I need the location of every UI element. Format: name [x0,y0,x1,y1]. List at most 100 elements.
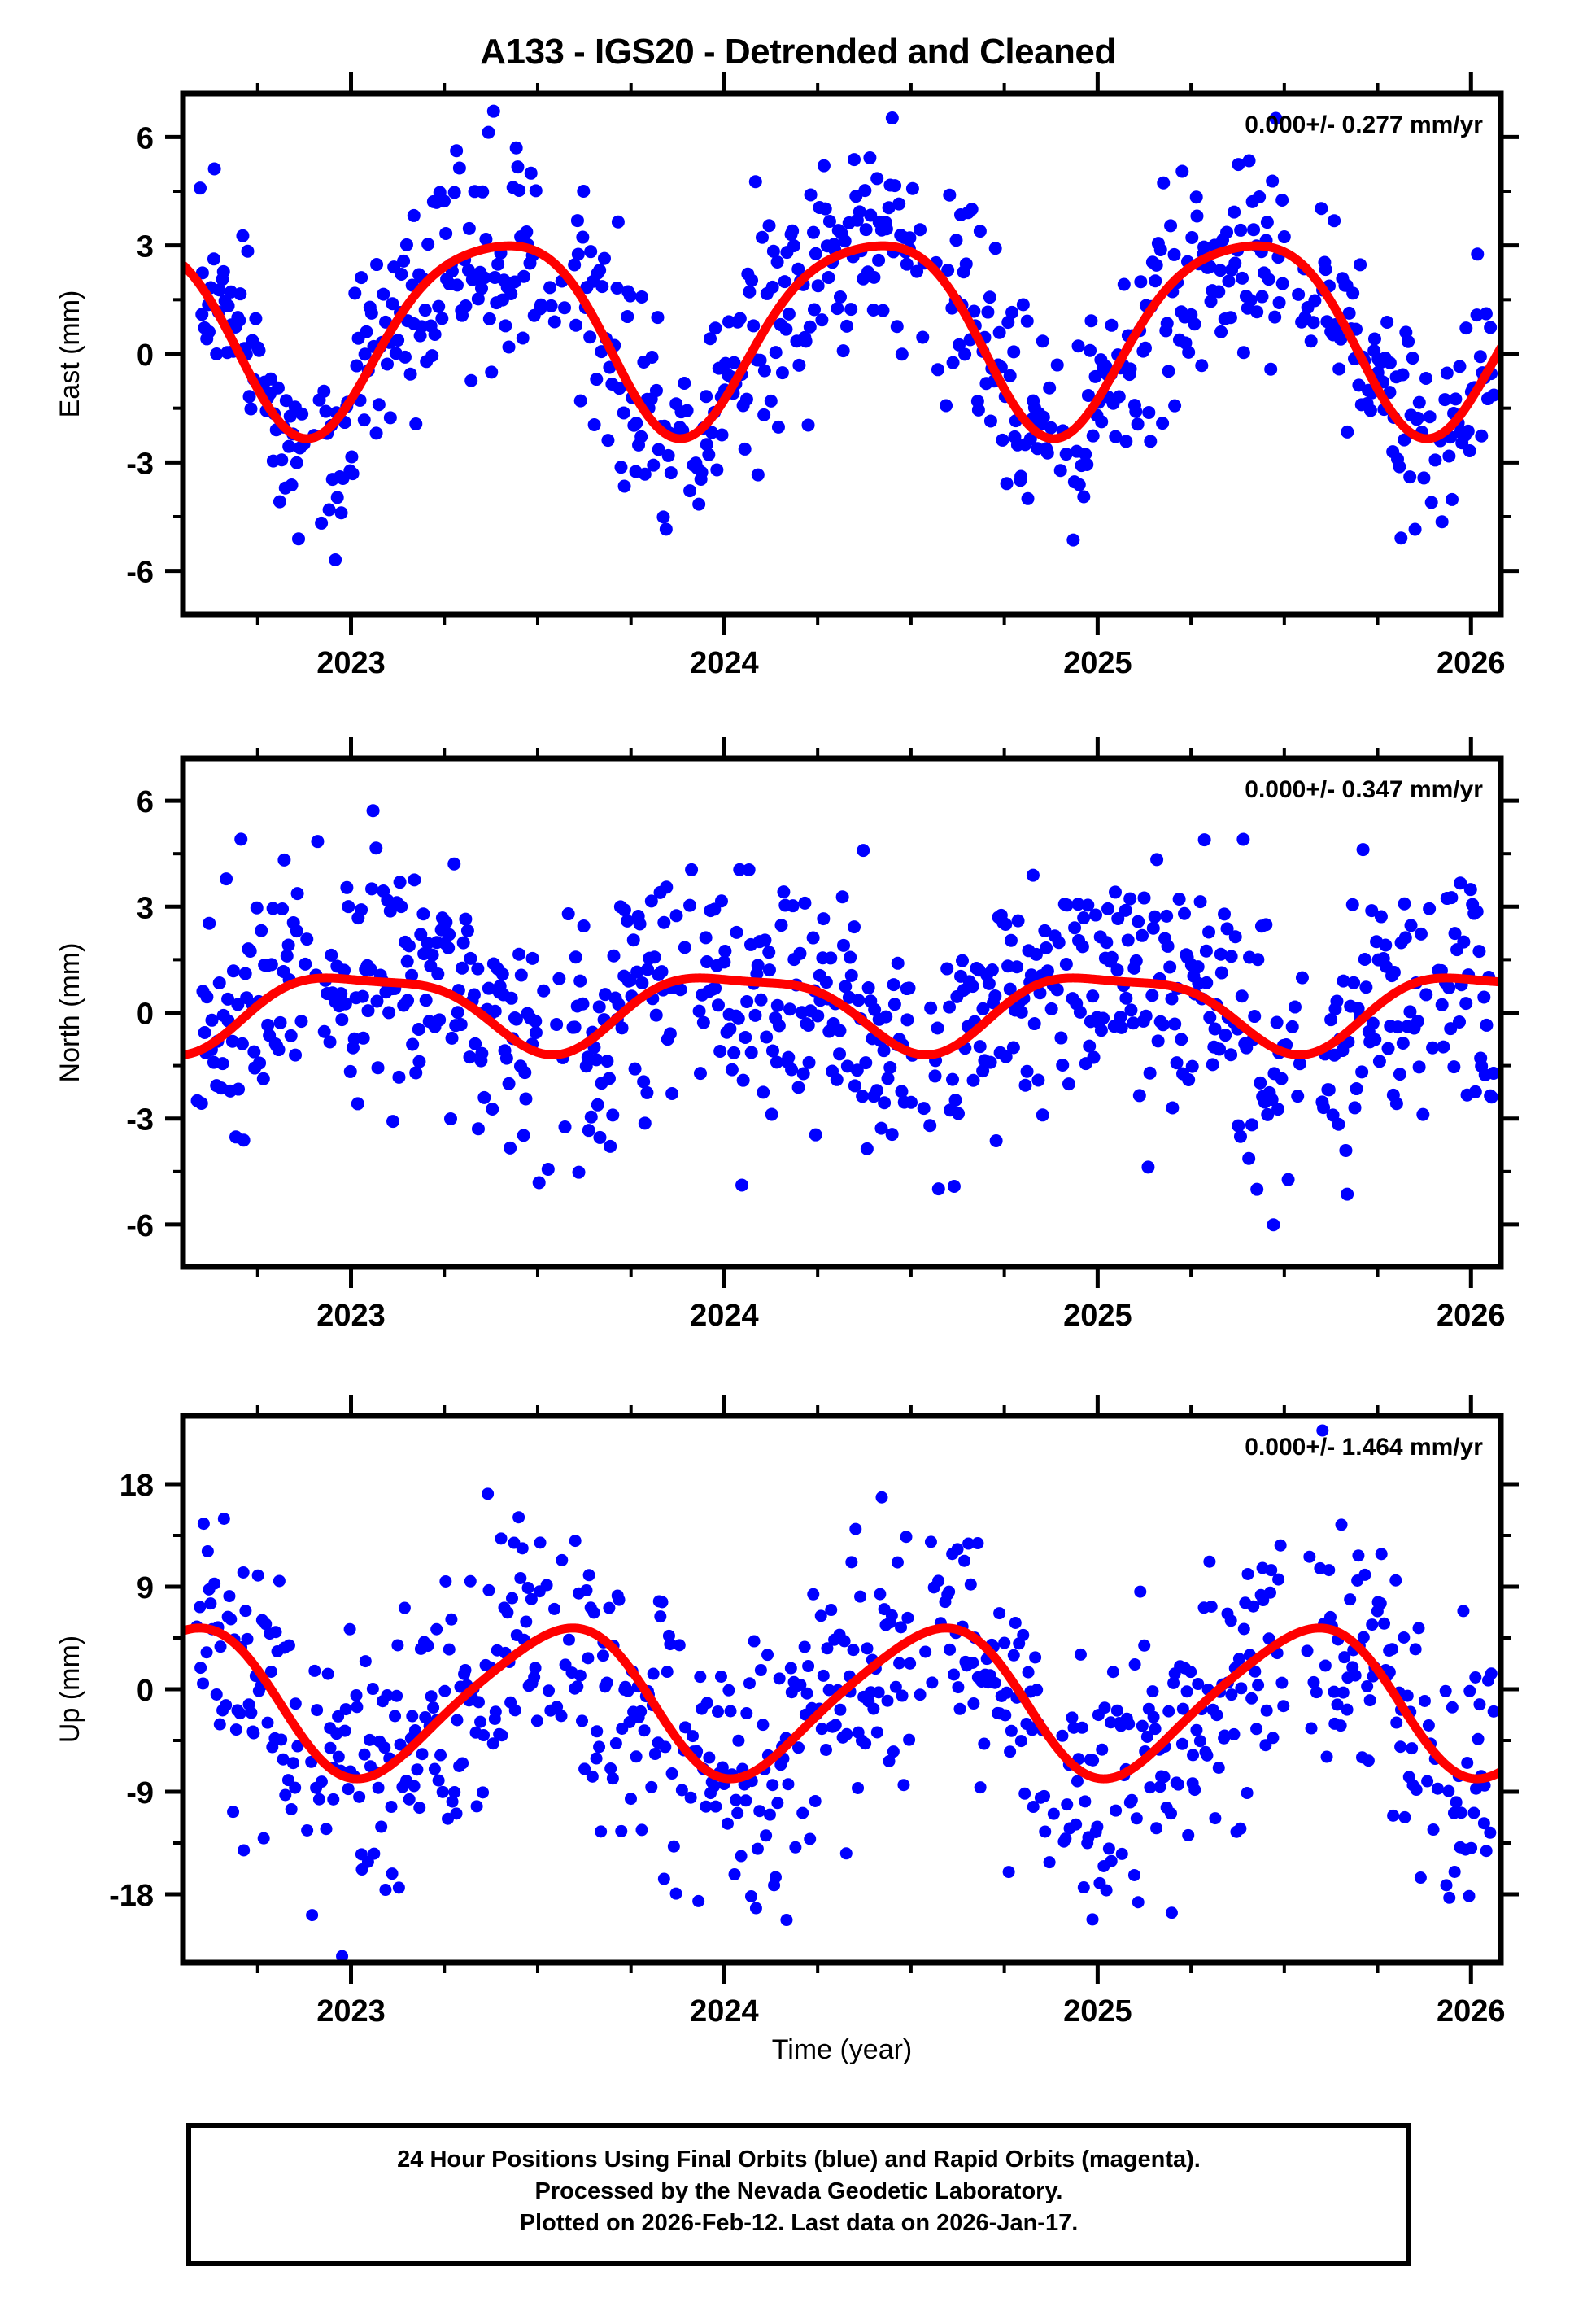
data-point [408,873,421,887]
data-point [966,1073,980,1087]
data-point [1197,833,1211,847]
data-point [1446,1701,1459,1714]
data-point [663,1027,677,1041]
data-point [1175,1737,1188,1750]
data-point [745,273,759,287]
data-point [1419,988,1433,1002]
data-point [1394,1740,1407,1754]
data-point [216,264,230,278]
data-point [644,894,658,908]
data-point [1232,1653,1245,1666]
data-point [519,1092,533,1106]
data-point [464,1574,477,1588]
data-point [1036,1108,1049,1122]
data-point [529,184,543,198]
data-point [885,1128,899,1142]
data-point [953,1702,966,1715]
data-point [1024,968,1038,982]
data-point [751,1842,764,1855]
data-point [630,417,643,430]
data-point [1268,310,1282,324]
data-point [661,448,675,462]
y-tick-label: 0 [137,1674,154,1708]
data-point [1138,341,1152,355]
data-point [543,1684,556,1697]
data-point [1125,1793,1138,1806]
data-point [665,1087,679,1100]
data-point [757,408,771,421]
data-point [393,876,407,889]
data-point [973,1040,987,1054]
data-point [1043,381,1057,395]
data-point [678,941,691,954]
data-point [1123,892,1137,906]
data-point [879,222,893,236]
data-point [292,532,305,546]
data-point [885,111,899,125]
data-point [401,994,415,1007]
caption-line-1: 24 Hour Positions Using Final Orbits (bl… [397,2147,1201,2173]
data-point [667,1840,680,1853]
data-point [1295,971,1309,985]
data-point [398,350,412,364]
data-point [665,1767,678,1780]
data-point [398,1601,411,1614]
data-point [870,1726,883,1739]
data-point [1275,1072,1289,1085]
rate-annotation-up: 0.000+/- 1.464 mm/yr [1245,1434,1483,1461]
data-point [952,1107,966,1120]
data-point [1417,471,1431,485]
data-point [273,1015,287,1029]
data-point [1265,1093,1279,1107]
data-point [1139,1009,1153,1023]
data-point [1261,1107,1275,1121]
data-point [370,258,384,272]
data-point [264,1665,277,1678]
data-point [504,1141,517,1155]
data-point [336,1950,349,1963]
data-point [355,989,369,1003]
data-point [709,1800,722,1813]
data-point [647,458,661,472]
data-point [280,949,294,963]
data-point [1124,1003,1138,1017]
data-point [923,1119,937,1133]
data-point [372,1781,385,1794]
x-tick-label: 2026 [1437,646,1506,680]
data-point [1331,1698,1344,1711]
data-point [425,1690,438,1703]
data-point [225,1613,238,1626]
data-point [234,832,248,846]
data-point [1275,277,1289,290]
data-point [456,936,470,950]
data-point [1022,1666,1035,1679]
data-point [822,214,836,228]
data-point [1123,362,1137,376]
data-point [1301,1644,1314,1657]
data-point [1160,909,1174,923]
data-point [1167,1676,1180,1689]
data-point [758,933,772,947]
data-point [762,946,776,959]
data-point [1412,1060,1426,1074]
data-point [1317,1101,1331,1115]
data-point [1203,1555,1216,1568]
data-point [747,319,761,333]
data-point [809,247,822,260]
data-point [859,1056,873,1070]
data-point [1469,1671,1482,1684]
data-point [1206,1058,1219,1072]
data-point [485,365,499,379]
data-point [885,1609,898,1622]
data-point [584,245,598,259]
data-point [649,383,663,397]
data-point [771,420,785,434]
data-point [221,299,235,312]
data-point [271,381,285,395]
data-point [220,872,233,886]
data-point [770,255,784,269]
data-point [242,390,256,404]
y-tick-label: -18 [109,1879,154,1913]
data-point [881,1694,894,1707]
data-point [743,1677,756,1690]
